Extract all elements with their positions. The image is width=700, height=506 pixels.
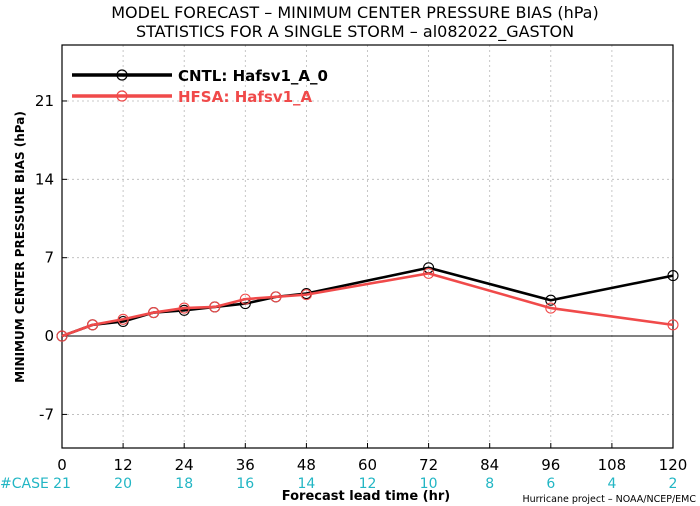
x-tick-label: 0	[57, 456, 67, 474]
series-point-1	[667, 319, 679, 331]
x-tick-label: 36	[236, 456, 255, 474]
series-point-1	[209, 301, 221, 313]
case-label: #CASE	[0, 476, 49, 492]
chart-title: MODEL FORECAST – MINIMUM CENTER PRESSURE…	[111, 3, 598, 22]
x-axis-ticks: 0 12 24 36 48 60 72 84 96 108 120	[57, 443, 687, 474]
x-tick-label: 84	[480, 456, 499, 474]
series-point-1	[87, 319, 99, 331]
case-count: 14	[297, 476, 315, 492]
series-point-1	[300, 289, 312, 301]
series-point-0	[545, 294, 557, 306]
x-tick-label: 72	[419, 456, 438, 474]
case-count: 20	[114, 476, 132, 492]
grid	[62, 45, 673, 448]
series-point-1	[545, 302, 557, 314]
case-count: 8	[485, 476, 494, 492]
case-count: 2	[669, 476, 678, 492]
y-tick-label: 7	[44, 249, 54, 267]
case-count: 10	[420, 476, 438, 492]
legend-marker-cntl	[116, 69, 128, 81]
x-axis-label: Forecast lead time (hr)	[282, 489, 450, 504]
y-tick-label: 21	[35, 92, 54, 110]
legend-marker-hfsa	[116, 90, 128, 102]
x-tick-label: 48	[297, 456, 316, 474]
case-count: 4	[607, 476, 616, 492]
legend-label-hfsa: HFSA: Hafsv1_A	[178, 88, 313, 106]
case-count: 12	[359, 476, 377, 492]
x-tick-label: 120	[659, 456, 688, 474]
x-tick-label: 96	[541, 456, 560, 474]
series-layer	[56, 262, 679, 342]
x-tick-label: 60	[358, 456, 377, 474]
x-tick-label: 108	[598, 456, 627, 474]
series-point-1	[270, 291, 282, 303]
y-tick-label: 0	[44, 327, 54, 345]
case-count: 21	[53, 476, 71, 492]
case-count: 16	[236, 476, 254, 492]
series-point-1	[178, 302, 190, 314]
x-tick-label: 12	[114, 456, 133, 474]
series-point-1	[56, 330, 68, 342]
series-point-0	[667, 270, 679, 282]
case-count: 18	[175, 476, 193, 492]
series-point-1	[239, 293, 251, 305]
y-tick-label: 14	[35, 170, 54, 188]
y-axis-label: MINIMUM CENTER PRESSURE BIAS (hPa)	[13, 111, 27, 383]
y-tick-label: -7	[39, 405, 54, 423]
legend: CNTL: Hafsv1_A_0 HFSA: Hafsv1_A	[72, 67, 328, 106]
credit-text: Hurricane project – NOAA/NCEP/EMC	[522, 494, 696, 505]
series-point-1	[423, 267, 435, 279]
case-count-row: 21 20 18 16 14 12 10 8 6 4 2 #CASE	[0, 476, 677, 492]
series-point-1	[148, 306, 160, 319]
chart-subtitle: STATISTICS FOR A SINGLE STORM – al082022…	[136, 22, 574, 42]
series-point-1	[117, 313, 129, 325]
legend-label-cntl: CNTL: Hafsv1_A_0	[178, 67, 328, 85]
case-count: 6	[546, 476, 555, 492]
y-axis-ticks: -7 0 7 14 21	[35, 92, 67, 423]
x-tick-label: 24	[175, 456, 194, 474]
